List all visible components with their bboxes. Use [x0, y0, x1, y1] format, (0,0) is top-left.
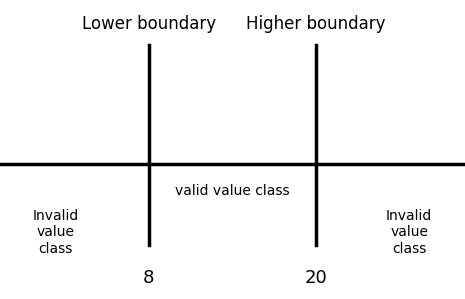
Text: valid value class: valid value class: [175, 184, 290, 198]
Text: Invalid
value
class: Invalid value class: [386, 209, 432, 256]
Text: Lower boundary: Lower boundary: [82, 15, 216, 33]
Text: Higher boundary: Higher boundary: [246, 15, 386, 33]
Text: 20: 20: [305, 269, 327, 287]
Text: Invalid
value
class: Invalid value class: [33, 209, 79, 256]
Text: 8: 8: [143, 269, 154, 287]
